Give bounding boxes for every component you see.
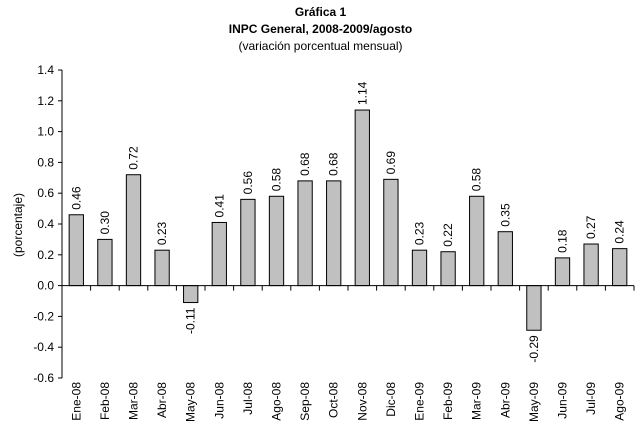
x-tick-label: Jul-09 bbox=[584, 382, 598, 415]
x-tick-label: Dic-08 bbox=[384, 382, 398, 417]
data-label: 0.56 bbox=[241, 171, 255, 195]
bar bbox=[469, 195, 485, 287]
bar bbox=[354, 109, 370, 287]
x-tick-label: Abr-09 bbox=[498, 382, 512, 418]
bar bbox=[154, 249, 170, 287]
bar bbox=[326, 180, 342, 287]
y-tick-label: 1.2 bbox=[37, 94, 54, 108]
data-label: 0.22 bbox=[441, 223, 455, 247]
bar bbox=[526, 285, 542, 331]
x-tick-label: Jun-08 bbox=[212, 382, 226, 419]
bar bbox=[383, 178, 399, 287]
y-tick-label: 1.4 bbox=[37, 63, 54, 77]
y-tick-label: 0.2 bbox=[37, 248, 54, 262]
bar bbox=[583, 243, 599, 287]
chart-subtitle-units: (variación porcentual mensual) bbox=[238, 39, 403, 53]
x-tick-label: Abr-08 bbox=[155, 382, 169, 418]
bar bbox=[297, 180, 313, 287]
data-label: 0.23 bbox=[155, 221, 169, 245]
y-tick-label: -0.6 bbox=[33, 371, 54, 385]
data-label: 0.72 bbox=[127, 146, 141, 170]
data-label: 0.68 bbox=[327, 152, 341, 176]
y-tick-label: 0.6 bbox=[37, 186, 54, 200]
x-tick-label: Feb-08 bbox=[98, 382, 112, 420]
x-tick-label: Jun-09 bbox=[556, 382, 570, 419]
bar bbox=[440, 251, 456, 287]
bar bbox=[411, 249, 428, 287]
data-label: -0.11 bbox=[184, 307, 198, 334]
y-tick-label: 0.4 bbox=[37, 217, 54, 231]
data-label: -0.29 bbox=[527, 335, 541, 363]
bar bbox=[612, 248, 628, 287]
bar bbox=[240, 198, 256, 287]
data-label: 0.23 bbox=[413, 221, 427, 245]
x-tick-label: Mar-09 bbox=[470, 382, 484, 420]
data-label: 0.27 bbox=[584, 215, 598, 239]
x-tick-label: Nov-08 bbox=[355, 382, 369, 421]
x-tick-label: Oct-08 bbox=[327, 382, 341, 418]
data-label: 0.58 bbox=[470, 168, 484, 192]
bar bbox=[97, 238, 113, 287]
data-label: 0.69 bbox=[384, 151, 398, 175]
x-tick-label: Jul-08 bbox=[241, 382, 255, 415]
x-tick-label: Ago-08 bbox=[270, 382, 284, 421]
data-label: 1.14 bbox=[355, 81, 369, 105]
y-tick-label: -0.4 bbox=[33, 340, 54, 354]
bar bbox=[268, 195, 285, 287]
bar bbox=[125, 174, 142, 287]
x-tick-label: Mar-08 bbox=[127, 382, 141, 420]
y-tick-label: -0.2 bbox=[33, 309, 54, 323]
x-tick-label: Ene-09 bbox=[413, 382, 427, 421]
chart-titles: Gráfica 1 INPC General, 2008-2009/agosto… bbox=[0, 4, 641, 55]
chart-subtitle: INPC General, 2008-2009/agosto bbox=[228, 22, 413, 36]
chart-title: Gráfica 1 bbox=[294, 5, 347, 19]
y-tick-label: 1.0 bbox=[37, 125, 54, 139]
data-label: 0.35 bbox=[498, 203, 512, 227]
y-tick-label: 0.0 bbox=[37, 279, 54, 293]
bar bbox=[183, 285, 199, 304]
data-label: 0.24 bbox=[613, 220, 627, 244]
y-tick-label: 0.8 bbox=[37, 155, 54, 169]
bar bbox=[497, 231, 513, 287]
x-tick-label: Ago-09 bbox=[613, 382, 627, 421]
bar bbox=[211, 221, 227, 287]
data-label: 0.30 bbox=[98, 211, 112, 235]
data-label: 0.68 bbox=[298, 152, 312, 176]
data-label: 0.41 bbox=[212, 194, 226, 218]
x-tick-label: Sep-08 bbox=[298, 382, 312, 421]
x-tick-label: Feb-09 bbox=[441, 382, 455, 420]
x-tick-label: May-08 bbox=[184, 382, 198, 422]
data-label: 0.58 bbox=[270, 168, 284, 192]
x-tick-label: Ene-08 bbox=[69, 382, 83, 421]
bar bbox=[554, 257, 571, 287]
data-label: 0.18 bbox=[556, 229, 570, 253]
data-label: 0.46 bbox=[69, 186, 83, 210]
bar bbox=[68, 214, 84, 287]
y-axis-label: (porcentaje) bbox=[11, 193, 25, 257]
x-tick-label: May-09 bbox=[527, 382, 541, 422]
